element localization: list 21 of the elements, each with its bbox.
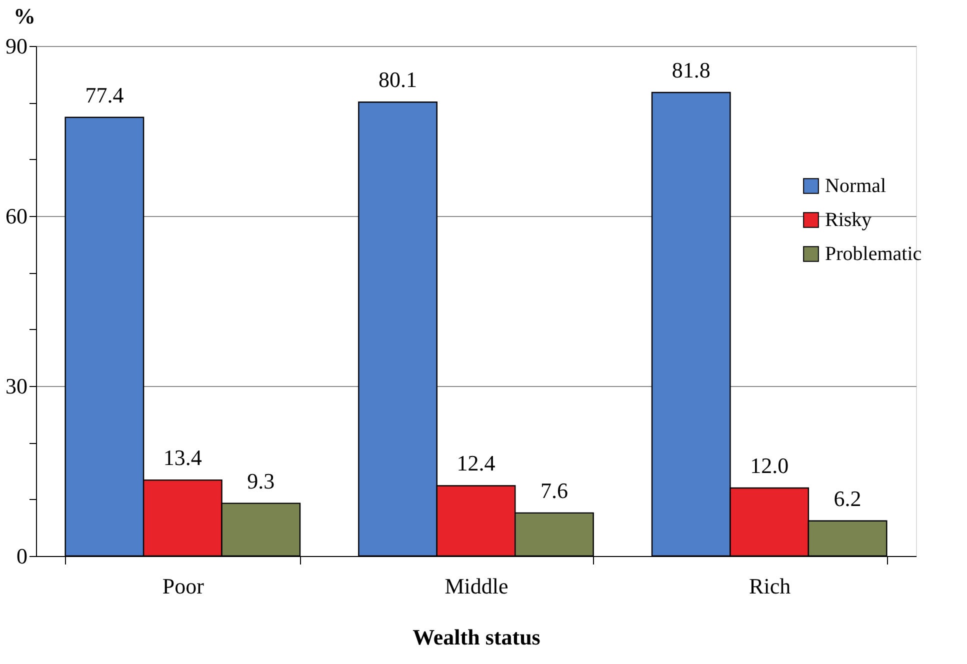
x-tick-label: Middle [444,574,508,598]
y-tick-label: 60 [6,204,28,228]
x-tick-label: Rich [749,574,791,598]
data-label: 80.1 [378,67,418,92]
y-tick-label: 0 [16,544,28,568]
data-label: 13.4 [163,445,202,470]
legend-label: Normal [825,175,887,197]
data-label: 7.6 [540,478,568,503]
data-label: 81.8 [672,57,710,82]
y-tick-label: 90 [6,34,28,58]
data-label: 77.4 [85,82,124,108]
y-axis-title: % [14,4,36,28]
legend-label: Problematic [825,243,922,265]
data-label: 9.3 [247,468,275,494]
x-tick-label: Poor [162,574,205,598]
data-label: 12.0 [750,453,789,478]
y-tick-label: 30 [6,374,28,398]
data-label: 12.4 [456,450,496,476]
data-label: 6.2 [834,486,862,511]
x-axis-title: Wealth status [412,624,541,650]
legend-label: Risky [825,209,872,231]
